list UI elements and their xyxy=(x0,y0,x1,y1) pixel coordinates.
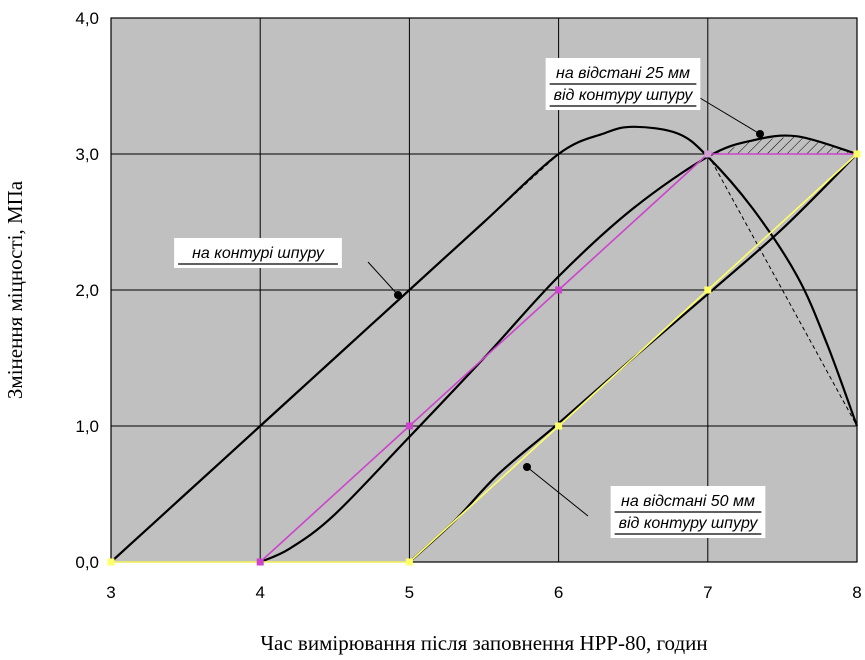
annotation-25mm: на відстані 25 мм від контуру шпуру xyxy=(545,58,764,138)
x-tick-label: 7 xyxy=(703,583,712,602)
data-point xyxy=(107,558,115,566)
data-point xyxy=(555,422,563,430)
y-axis-title: Змінення міцності, МПа xyxy=(3,180,27,399)
data-point xyxy=(405,558,413,566)
y-tick-label: 4,0 xyxy=(75,9,99,28)
leader-line-contour xyxy=(367,261,399,296)
data-point xyxy=(704,150,712,158)
annotation-text: на відстані 25 мм xyxy=(556,65,690,82)
label-box-contour xyxy=(174,238,342,268)
leader-dot-50mm xyxy=(523,463,531,471)
annotation-50mm: на відстані 50 мм від контуру шпуру xyxy=(523,463,766,538)
y-tick-label: 1,0 xyxy=(75,417,99,436)
data-point xyxy=(405,422,413,430)
leader-line-25mm xyxy=(699,97,761,135)
data-point xyxy=(555,286,563,294)
annotation-text: на контурі шпуру xyxy=(192,245,325,262)
y-tick-label: 0,0 xyxy=(75,553,99,572)
annotation-text: від контуру шпуру xyxy=(619,515,759,532)
y-tick-label: 2,0 xyxy=(75,281,99,300)
x-tick-label: 8 xyxy=(852,583,861,602)
leader-line-50mm xyxy=(526,466,589,517)
x-tick-label: 5 xyxy=(405,583,414,602)
series-line xyxy=(259,134,858,564)
data-point xyxy=(853,150,861,158)
annotation-contour: на контурі шпуру xyxy=(174,238,402,299)
series-line xyxy=(110,153,858,563)
annotation-text: на відстані 50 мм xyxy=(621,493,755,510)
series-lines xyxy=(110,125,859,564)
y-tick-label: 3,0 xyxy=(75,145,99,164)
x-tick-label: 3 xyxy=(106,583,115,602)
data-point xyxy=(704,286,712,294)
annotation-text: від контуру шпуру xyxy=(554,87,694,104)
leader-dot-25mm xyxy=(756,130,764,138)
hatched-region xyxy=(707,136,857,157)
data-markers xyxy=(107,150,861,566)
leader-dot-contour xyxy=(394,291,402,299)
x-tick-label: 6 xyxy=(554,583,563,602)
x-tick-label: 4 xyxy=(255,583,264,602)
data-point xyxy=(256,558,264,566)
tick-labels: 3 4 5 6 7 8 0,0 1,0 2,0 3,0 4,0 xyxy=(75,9,861,602)
x-axis-title: Час вимірювання після заповнення НРР-80,… xyxy=(260,631,707,655)
